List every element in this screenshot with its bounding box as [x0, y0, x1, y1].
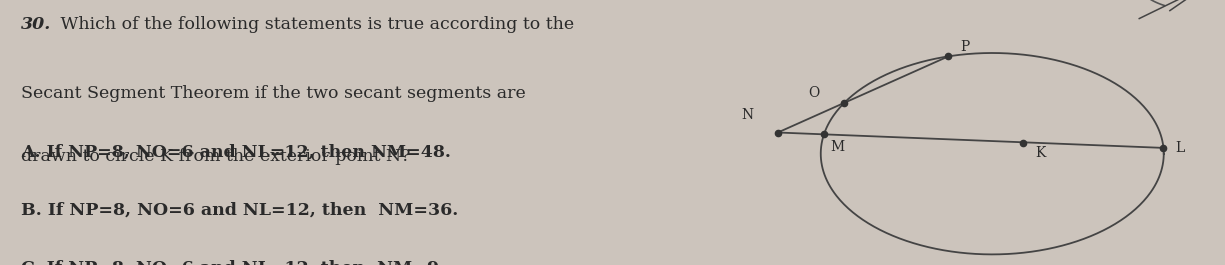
Text: P: P: [960, 40, 970, 54]
Text: B. If NP=8, NO=6 and NL=12, then  NM=36.: B. If NP=8, NO=6 and NL=12, then NM=36.: [21, 201, 458, 218]
Text: K: K: [1035, 146, 1045, 160]
Text: Secant Segment Theorem if the two secant segments are: Secant Segment Theorem if the two secant…: [21, 85, 526, 102]
Text: L: L: [1176, 141, 1185, 155]
Text: 30.: 30.: [21, 16, 51, 33]
Text: M: M: [831, 140, 844, 154]
Text: drawn to circle K from the exterior point N?: drawn to circle K from the exterior poin…: [21, 148, 410, 165]
Text: Which of the following statements is true according to the: Which of the following statements is tru…: [55, 16, 575, 33]
Text: O: O: [808, 86, 820, 100]
Text: N: N: [741, 108, 753, 122]
Text: C. If NP=8, NO=6 and NL=12, then  NM=9.: C. If NP=8, NO=6 and NL=12, then NM=9.: [21, 260, 446, 265]
Text: A. If NP=8, NO=6 and NL=12, then NM=48.: A. If NP=8, NO=6 and NL=12, then NM=48.: [21, 143, 451, 160]
